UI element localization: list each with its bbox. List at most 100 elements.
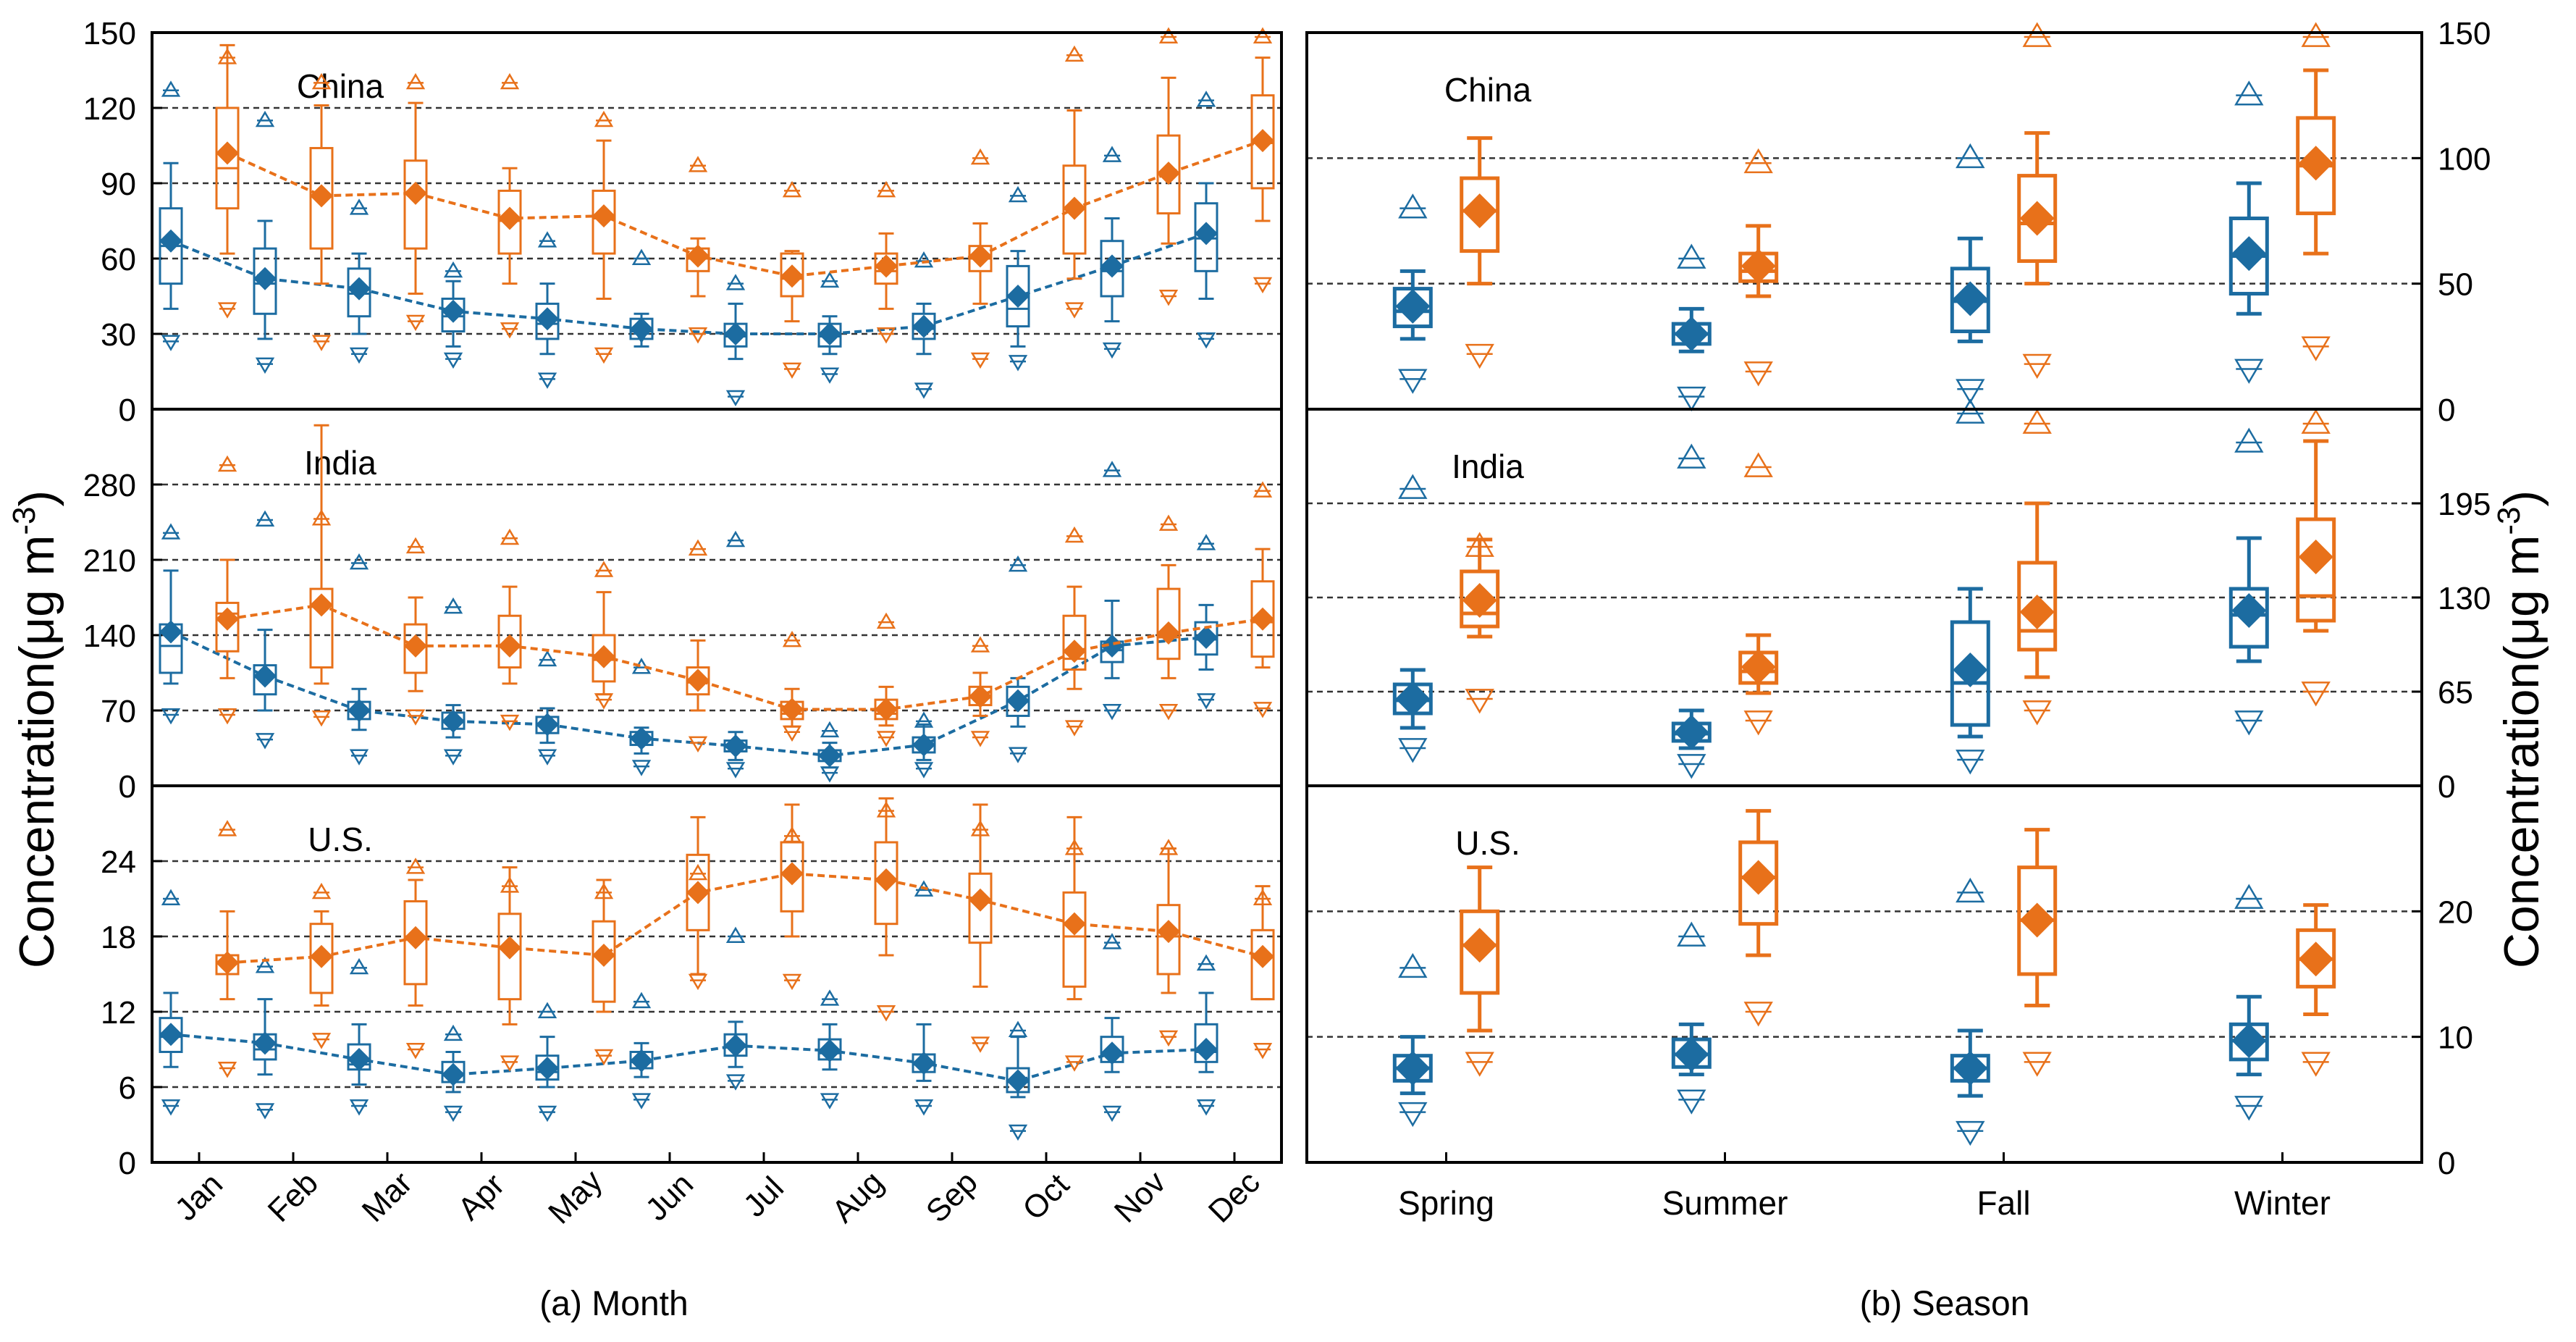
orange-min-marker [1465, 689, 1494, 714]
x-tick-label: Nov [1108, 1165, 1173, 1230]
orange-min-marker [688, 327, 708, 344]
orange-max-marker [405, 857, 426, 874]
blue-mean-marker [159, 1023, 182, 1047]
blue-max-marker [1398, 952, 1428, 978]
orange-max-marker [1465, 532, 1494, 557]
blue-min-marker [349, 749, 369, 766]
subplot-title: India [1452, 448, 1524, 485]
orange-max-marker [970, 148, 990, 165]
orange-box [592, 920, 616, 1003]
blue-max-marker [443, 1024, 463, 1041]
orange-mean-marker [1251, 607, 1274, 631]
orange-max-marker [782, 180, 802, 198]
x-tick-label: Jan [168, 1166, 230, 1228]
orange-mean-marker [2298, 942, 2333, 977]
orange-mean-line [227, 139, 1263, 278]
blue-min-marker [1008, 747, 1028, 763]
orange-min-marker [1253, 702, 1273, 718]
orange-box [309, 146, 334, 250]
panel-b: 0 50 100 150 China 0 65 130 195 India 0 10 20 U.S. Spr… [1305, 16, 2491, 1222]
orange-mean-marker [969, 684, 992, 708]
blue-min-marker [255, 1103, 275, 1120]
orange-mean-marker [216, 141, 239, 165]
orange-mean-marker [592, 645, 615, 668]
blue-mean-marker [253, 664, 277, 688]
orange-box [309, 923, 334, 994]
orange-min-marker [1158, 704, 1179, 721]
orange-box [403, 159, 428, 250]
orange-max-marker [1064, 526, 1085, 543]
orange-max-marker [876, 612, 896, 629]
orange-box [1156, 587, 1181, 660]
blue-min-marker [349, 1099, 369, 1116]
orange-max-marker [1158, 514, 1179, 531]
y-tick-label: 24 [101, 844, 136, 880]
orange-mean-marker [310, 184, 333, 208]
blue-mean-marker [348, 277, 371, 301]
blue-box [253, 247, 277, 315]
orange-min-marker [217, 1062, 237, 1078]
orange-max-marker [688, 156, 708, 172]
orange-box [592, 634, 616, 683]
orange-max-marker [405, 537, 426, 554]
orange-max-marker [2022, 22, 2052, 47]
orange-box [1062, 614, 1087, 671]
orange-mean-marker [216, 607, 239, 631]
orange-mean-marker [1157, 621, 1180, 645]
blue-mean-marker [1100, 1041, 1124, 1065]
blue-mean-marker [1953, 653, 1988, 687]
orange-mean-marker [498, 206, 521, 230]
blue-max-marker [631, 991, 652, 1009]
blue-max-marker [443, 261, 463, 278]
orange-min-marker [876, 327, 896, 344]
blue-min-marker [914, 382, 934, 399]
orange-max-marker [2301, 408, 2331, 434]
orange-max-marker [594, 882, 614, 899]
blue-mean-marker [912, 733, 935, 757]
blue-max-marker [2234, 884, 2264, 909]
orange-min-marker [1064, 720, 1085, 737]
orange-min-marker [594, 347, 614, 364]
blue-min-marker [820, 766, 840, 783]
blue-max-marker [1398, 193, 1428, 219]
orange-min-marker [594, 1049, 614, 1066]
orange-min-marker [1743, 710, 1773, 736]
blue-max-marker [725, 530, 746, 548]
y-tick-label: 210 [83, 543, 136, 579]
blue-min-marker [1196, 693, 1216, 710]
orange-min-marker [311, 335, 332, 351]
orange-max-marker [1743, 452, 1773, 477]
orange-mean-marker [404, 926, 427, 949]
orange-max-marker [217, 820, 237, 836]
orange-min-marker [2022, 1052, 2052, 1077]
blue-mean-marker [442, 299, 465, 323]
blue-min-marker [914, 1099, 934, 1116]
orange-max-marker [782, 630, 802, 647]
blue-box [1194, 1023, 1218, 1063]
blue-mean-marker [2231, 1023, 2267, 1058]
orange-min-marker [500, 1055, 520, 1072]
orange-min-marker [1064, 302, 1085, 319]
orange-box [1062, 164, 1087, 255]
y-tick-label: 70 [101, 694, 136, 729]
blue-mean-marker [912, 314, 935, 338]
blue-min-marker [1102, 342, 1122, 359]
blue-max-marker [443, 597, 463, 614]
blue-min-marker [725, 390, 746, 407]
blue-mean-marker [1195, 222, 1218, 246]
orange-min-marker [1253, 1043, 1273, 1060]
orange-min-marker [970, 731, 990, 747]
orange-mean-marker [310, 593, 333, 617]
blue-max-marker [537, 650, 557, 667]
orange-mean-marker [875, 254, 898, 278]
y-tick-label: 20 [2438, 894, 2473, 930]
orange-box [968, 872, 993, 944]
orange-max-marker [311, 72, 332, 90]
y-tick-label: 150 [2438, 16, 2491, 51]
orange-box [1460, 909, 1500, 995]
blue-min-marker [2234, 710, 2264, 736]
orange-box [1250, 94, 1275, 190]
blue-min-marker [820, 1093, 840, 1110]
subplot-title: U.S. [308, 821, 372, 858]
